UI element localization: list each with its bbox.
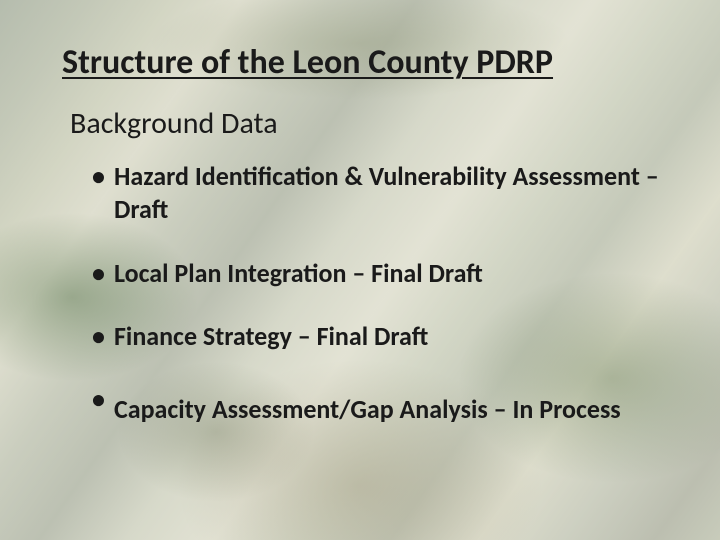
slide-title: Structure of the Leon County PDRP xyxy=(62,42,664,83)
list-item: Finance Strategy – Final Draft xyxy=(92,320,664,353)
list-item: Capacity Assessment/Gap Analysis – In Pr… xyxy=(92,383,664,435)
list-item: Local Plan Integration – Final Draft xyxy=(92,257,664,290)
slide: Structure of the Leon County PDRP Backgr… xyxy=(0,0,720,540)
slide-subtitle: Background Data xyxy=(70,105,664,142)
slide-content: Structure of the Leon County PDRP Backgr… xyxy=(0,0,720,435)
list-item: Hazard Identification & Vulnerability As… xyxy=(92,160,664,227)
bullet-list: Hazard Identification & Vulnerability As… xyxy=(56,160,664,435)
